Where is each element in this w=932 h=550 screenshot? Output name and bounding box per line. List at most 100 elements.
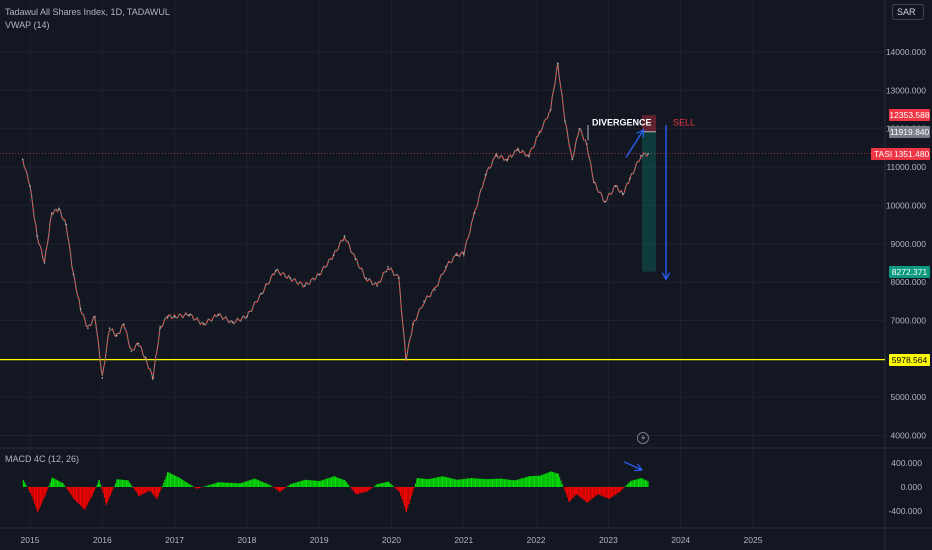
price-point — [260, 292, 263, 295]
macd-bar — [51, 477, 53, 487]
macd-bar — [631, 480, 633, 487]
macd-bar — [420, 478, 422, 487]
macd-bar — [47, 487, 49, 490]
macd-bar — [215, 482, 217, 487]
macd-bar — [643, 479, 645, 487]
time-tick-label: 2015 — [21, 535, 40, 545]
macd-bar — [635, 479, 637, 487]
macd-bar — [142, 487, 144, 495]
macd-bar — [143, 487, 145, 494]
macd-bar — [609, 487, 611, 499]
price-divergence-arrow[interactable] — [625, 131, 643, 158]
price-series-green[interactable] — [22, 62, 649, 381]
support-price-label[interactable]: 5978.564 — [889, 353, 930, 366]
macd-bar — [48, 485, 50, 487]
macd-bar — [308, 480, 310, 487]
macd-bar — [303, 480, 305, 487]
macd-bar — [468, 478, 470, 487]
macd-bar — [582, 487, 584, 500]
macd-bar — [243, 482, 245, 487]
macd-bar — [196, 487, 198, 489]
price-point — [65, 223, 67, 226]
price-point — [202, 323, 205, 326]
target-price-label[interactable]: 8272.371 — [889, 265, 930, 278]
position-stop-zone[interactable] — [642, 115, 656, 132]
macd-legend[interactable]: MACD 4C (12, 26) — [5, 454, 80, 464]
position-target-zone[interactable] — [642, 131, 656, 272]
vwap-legend[interactable]: VWAP (14) — [5, 20, 50, 30]
macd-bar — [356, 487, 358, 494]
macd-bar — [614, 487, 616, 495]
macd-bar — [217, 482, 220, 487]
price-point — [94, 315, 96, 318]
macd-bar — [573, 487, 575, 497]
macd-bar — [22, 479, 24, 487]
macd-bar — [380, 483, 383, 487]
macd-bar — [405, 487, 407, 511]
macd-bar — [187, 483, 189, 487]
macd-bar — [351, 487, 353, 489]
macd-bar — [153, 487, 155, 496]
macd-bar — [59, 481, 61, 487]
macd-divergence-arrow[interactable] — [623, 461, 641, 470]
macd-bar — [620, 487, 622, 491]
macd-bar — [396, 487, 399, 491]
macd-bar — [107, 487, 109, 502]
macd-bar — [155, 487, 157, 499]
macd-bar — [633, 479, 636, 487]
macd-bar — [63, 485, 65, 487]
macd-bar — [488, 479, 490, 487]
macd-bar — [198, 487, 200, 489]
price-point — [21, 158, 24, 161]
macd-bar — [439, 476, 441, 487]
macd-bar — [84, 487, 86, 510]
ticker-tag[interactable]: TASI — [871, 147, 896, 160]
price-point — [354, 258, 357, 260]
currency-button[interactable]: SAR — [892, 4, 924, 20]
macd-bar — [436, 477, 438, 487]
macd-bar — [211, 484, 213, 487]
stop-price-label[interactable]: 12353.588 — [889, 109, 930, 122]
macd-bar — [586, 487, 588, 503]
macd-bar — [530, 476, 532, 487]
divergence-annotation[interactable]: DIVERGENCE — [592, 118, 652, 128]
lightning-icon[interactable] — [637, 432, 649, 444]
symbol-legend[interactable]: Tadawul All Shares Index, 1D, TADAWUL — [5, 7, 170, 17]
price-point — [231, 321, 234, 324]
macd-bar — [82, 487, 84, 509]
macd-bar — [66, 487, 68, 490]
price-point — [108, 327, 111, 329]
price-point — [36, 235, 39, 237]
macd-bar — [522, 478, 524, 487]
macd-bar — [325, 478, 327, 487]
macd-bar — [267, 483, 269, 487]
macd-bar — [447, 477, 449, 487]
macd-bar — [553, 472, 555, 487]
last-price-label[interactable]: 11351.480 — [889, 147, 930, 160]
time-tick-label: 2025 — [744, 535, 763, 545]
macd-bar — [312, 480, 314, 487]
macd-bar — [123, 479, 125, 487]
macd-bar — [77, 487, 79, 503]
macd-bar — [627, 484, 629, 487]
macd-bar — [456, 479, 458, 487]
macd-bar — [268, 484, 270, 487]
macd-bar — [118, 479, 120, 487]
macd-bar — [425, 479, 428, 487]
macd-bar — [577, 487, 579, 496]
macd-bar — [593, 487, 595, 498]
sell-annotation[interactable]: SELL — [673, 118, 695, 128]
macd-bar — [58, 480, 60, 487]
macd-bar — [370, 487, 372, 489]
macd-bar — [220, 482, 222, 487]
macd-bar — [506, 479, 508, 487]
macd-bar — [179, 478, 181, 487]
macd-bar — [60, 482, 62, 487]
macd-bar — [291, 483, 293, 487]
macd-bar — [588, 487, 590, 502]
entry-price-label[interactable]: 11919.840 — [889, 125, 930, 138]
time-tick-label: 2019 — [310, 535, 329, 545]
price-series-red[interactable] — [22, 62, 649, 381]
macd-bar — [195, 487, 197, 489]
